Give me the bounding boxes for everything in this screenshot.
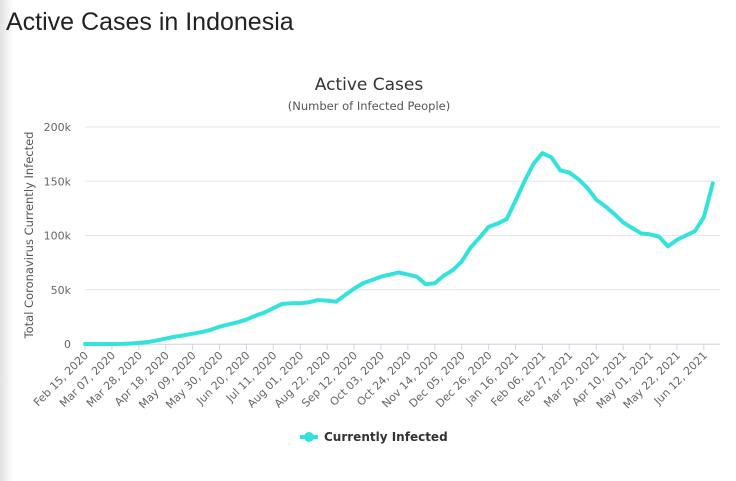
y-tick-label: 0 bbox=[64, 338, 71, 351]
series-line bbox=[83, 151, 715, 346]
y-tick-label: 150k bbox=[44, 175, 72, 188]
chart-subtitle: (Number of Infected People) bbox=[288, 99, 450, 113]
legend-item[interactable]: Currently Infected bbox=[300, 430, 448, 444]
legend-label: Currently Infected bbox=[324, 430, 448, 444]
chart-title: Active Cases bbox=[315, 75, 424, 95]
edge-shade bbox=[0, 0, 14, 481]
y-tick-label: 100k bbox=[44, 230, 72, 243]
y-axis-label: Total Coronavirus Currently Infected bbox=[22, 132, 36, 340]
y-tick-label: 50k bbox=[51, 284, 72, 297]
y-tick-label: 200k bbox=[44, 121, 72, 134]
page-title: Active Cases in Indonesia bbox=[6, 8, 294, 36]
legend-swatch-dot bbox=[304, 432, 314, 442]
